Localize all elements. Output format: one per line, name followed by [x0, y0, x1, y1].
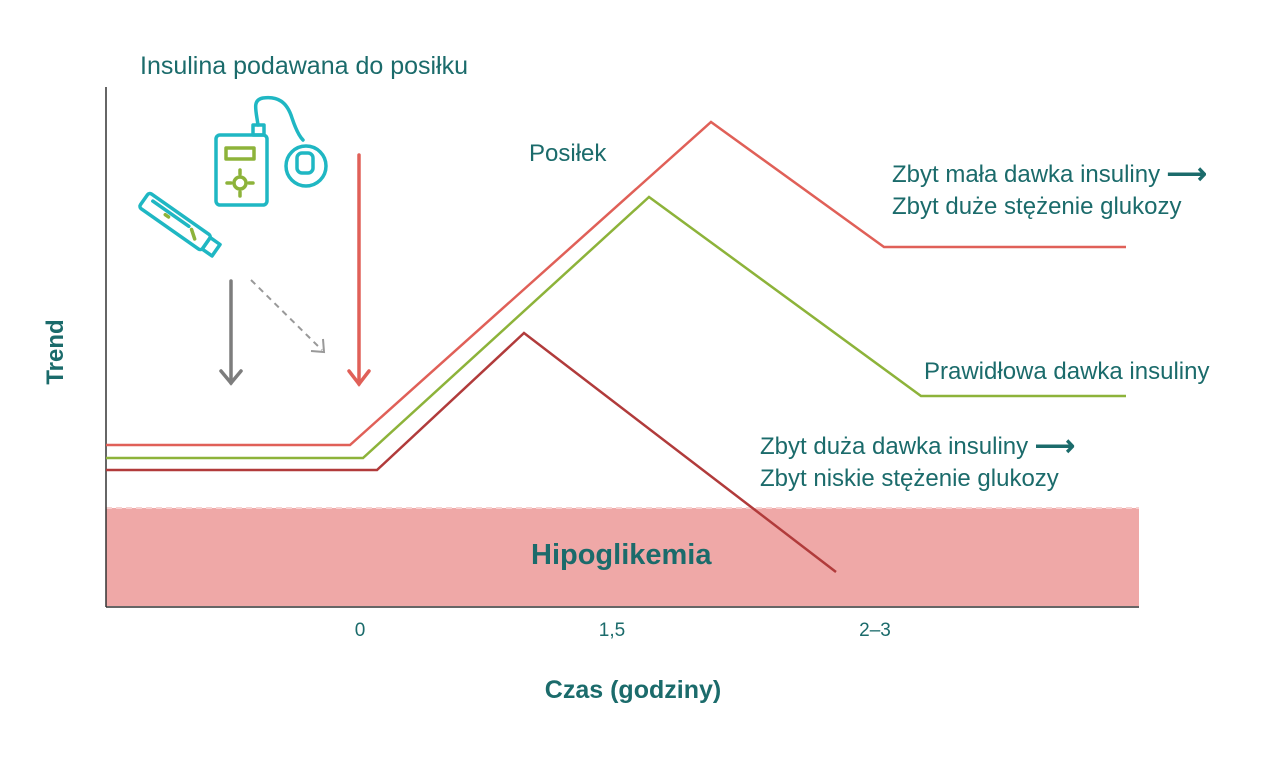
- annotation-correct-dose: Prawidłowa dawka insuliny: [924, 358, 1210, 385]
- meal-label: Posiłek: [529, 140, 607, 167]
- x-tick-label: 1,5: [598, 620, 626, 641]
- dashed-injection-arrow: [250, 279, 326, 354]
- x-tick-label: 0: [354, 620, 366, 641]
- annotation-too-high-dose-line1: Zbyt duża dawka insuliny: [760, 433, 1029, 460]
- arrow-right-icon: ⟶: [1034, 430, 1075, 461]
- series-line-correct-dose: [106, 195, 1126, 460]
- hypoglycemia-label: Hipoglikemia: [531, 539, 712, 571]
- x-tick-label: 2–3: [859, 620, 891, 641]
- insulin-pump-icon: [214, 95, 328, 207]
- chart-title: Insulina podawana do posiłku: [140, 52, 469, 80]
- series-line-too-low-dose: [106, 120, 1126, 447]
- meal-timing-arrow: [347, 153, 371, 387]
- insulin-pen-icon: [138, 191, 222, 258]
- annotation-too-low-dose-line1: Zbyt mała dawka insuliny: [892, 161, 1161, 188]
- annotation-too-high-dose: Zbyt duża dawka insuliny ⟶ Zbyt niskie s…: [760, 430, 1075, 495]
- hypoglycemia-zone: [106, 508, 1139, 606]
- injection-arrow: [219, 279, 243, 386]
- x-axis-label: Czas (godziny): [544, 676, 722, 704]
- y-axis-label: Trend: [42, 319, 69, 385]
- annotation-too-low-dose: Zbyt mała dawka insuliny ⟶ Zbyt duże stę…: [892, 158, 1207, 223]
- annotation-too-low-dose-line2: Zbyt duże stężenie glukozy: [892, 193, 1182, 220]
- annotation-too-high-dose-line2: Zbyt niskie stężenie glukozy: [760, 465, 1059, 492]
- series-line-too-high-dose: [106, 331, 837, 573]
- arrow-right-icon: ⟶: [1166, 158, 1207, 189]
